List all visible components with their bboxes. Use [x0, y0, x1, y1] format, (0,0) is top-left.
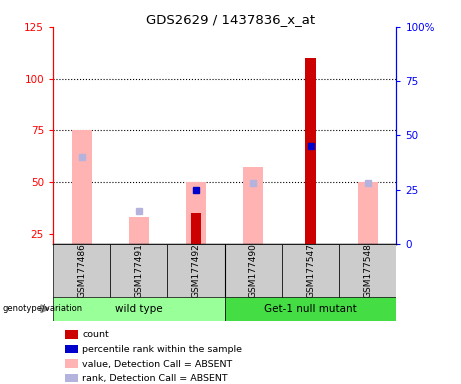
Text: percentile rank within the sample: percentile rank within the sample — [82, 345, 242, 354]
Bar — [225, 297, 396, 321]
Text: GDS2629 / 1437836_x_at: GDS2629 / 1437836_x_at — [146, 13, 315, 26]
Bar — [339, 244, 396, 298]
Bar — [53, 297, 225, 321]
Text: wild type: wild type — [115, 304, 163, 314]
Text: GSM177547: GSM177547 — [306, 243, 315, 298]
Text: GSM177486: GSM177486 — [77, 243, 86, 298]
Text: value, Detection Call = ABSENT: value, Detection Call = ABSENT — [82, 359, 232, 369]
Bar — [306, 58, 316, 244]
Bar — [358, 182, 378, 244]
Bar — [186, 182, 206, 244]
Text: GSM177491: GSM177491 — [134, 243, 143, 298]
Bar — [110, 244, 167, 298]
Text: count: count — [82, 330, 109, 339]
Bar — [191, 213, 201, 244]
Bar — [167, 244, 225, 298]
Bar — [225, 244, 282, 298]
Text: GSM177490: GSM177490 — [249, 243, 258, 298]
Text: GSM177548: GSM177548 — [363, 243, 372, 298]
Text: genotype/variation: genotype/variation — [2, 304, 83, 313]
Text: rank, Detection Call = ABSENT: rank, Detection Call = ABSENT — [82, 374, 228, 383]
Bar — [243, 167, 263, 244]
Bar — [282, 244, 339, 298]
Text: GSM177492: GSM177492 — [192, 243, 201, 298]
Text: Get-1 null mutant: Get-1 null mutant — [264, 304, 357, 314]
Bar — [71, 130, 92, 244]
Bar — [129, 217, 149, 244]
Bar — [53, 244, 110, 298]
